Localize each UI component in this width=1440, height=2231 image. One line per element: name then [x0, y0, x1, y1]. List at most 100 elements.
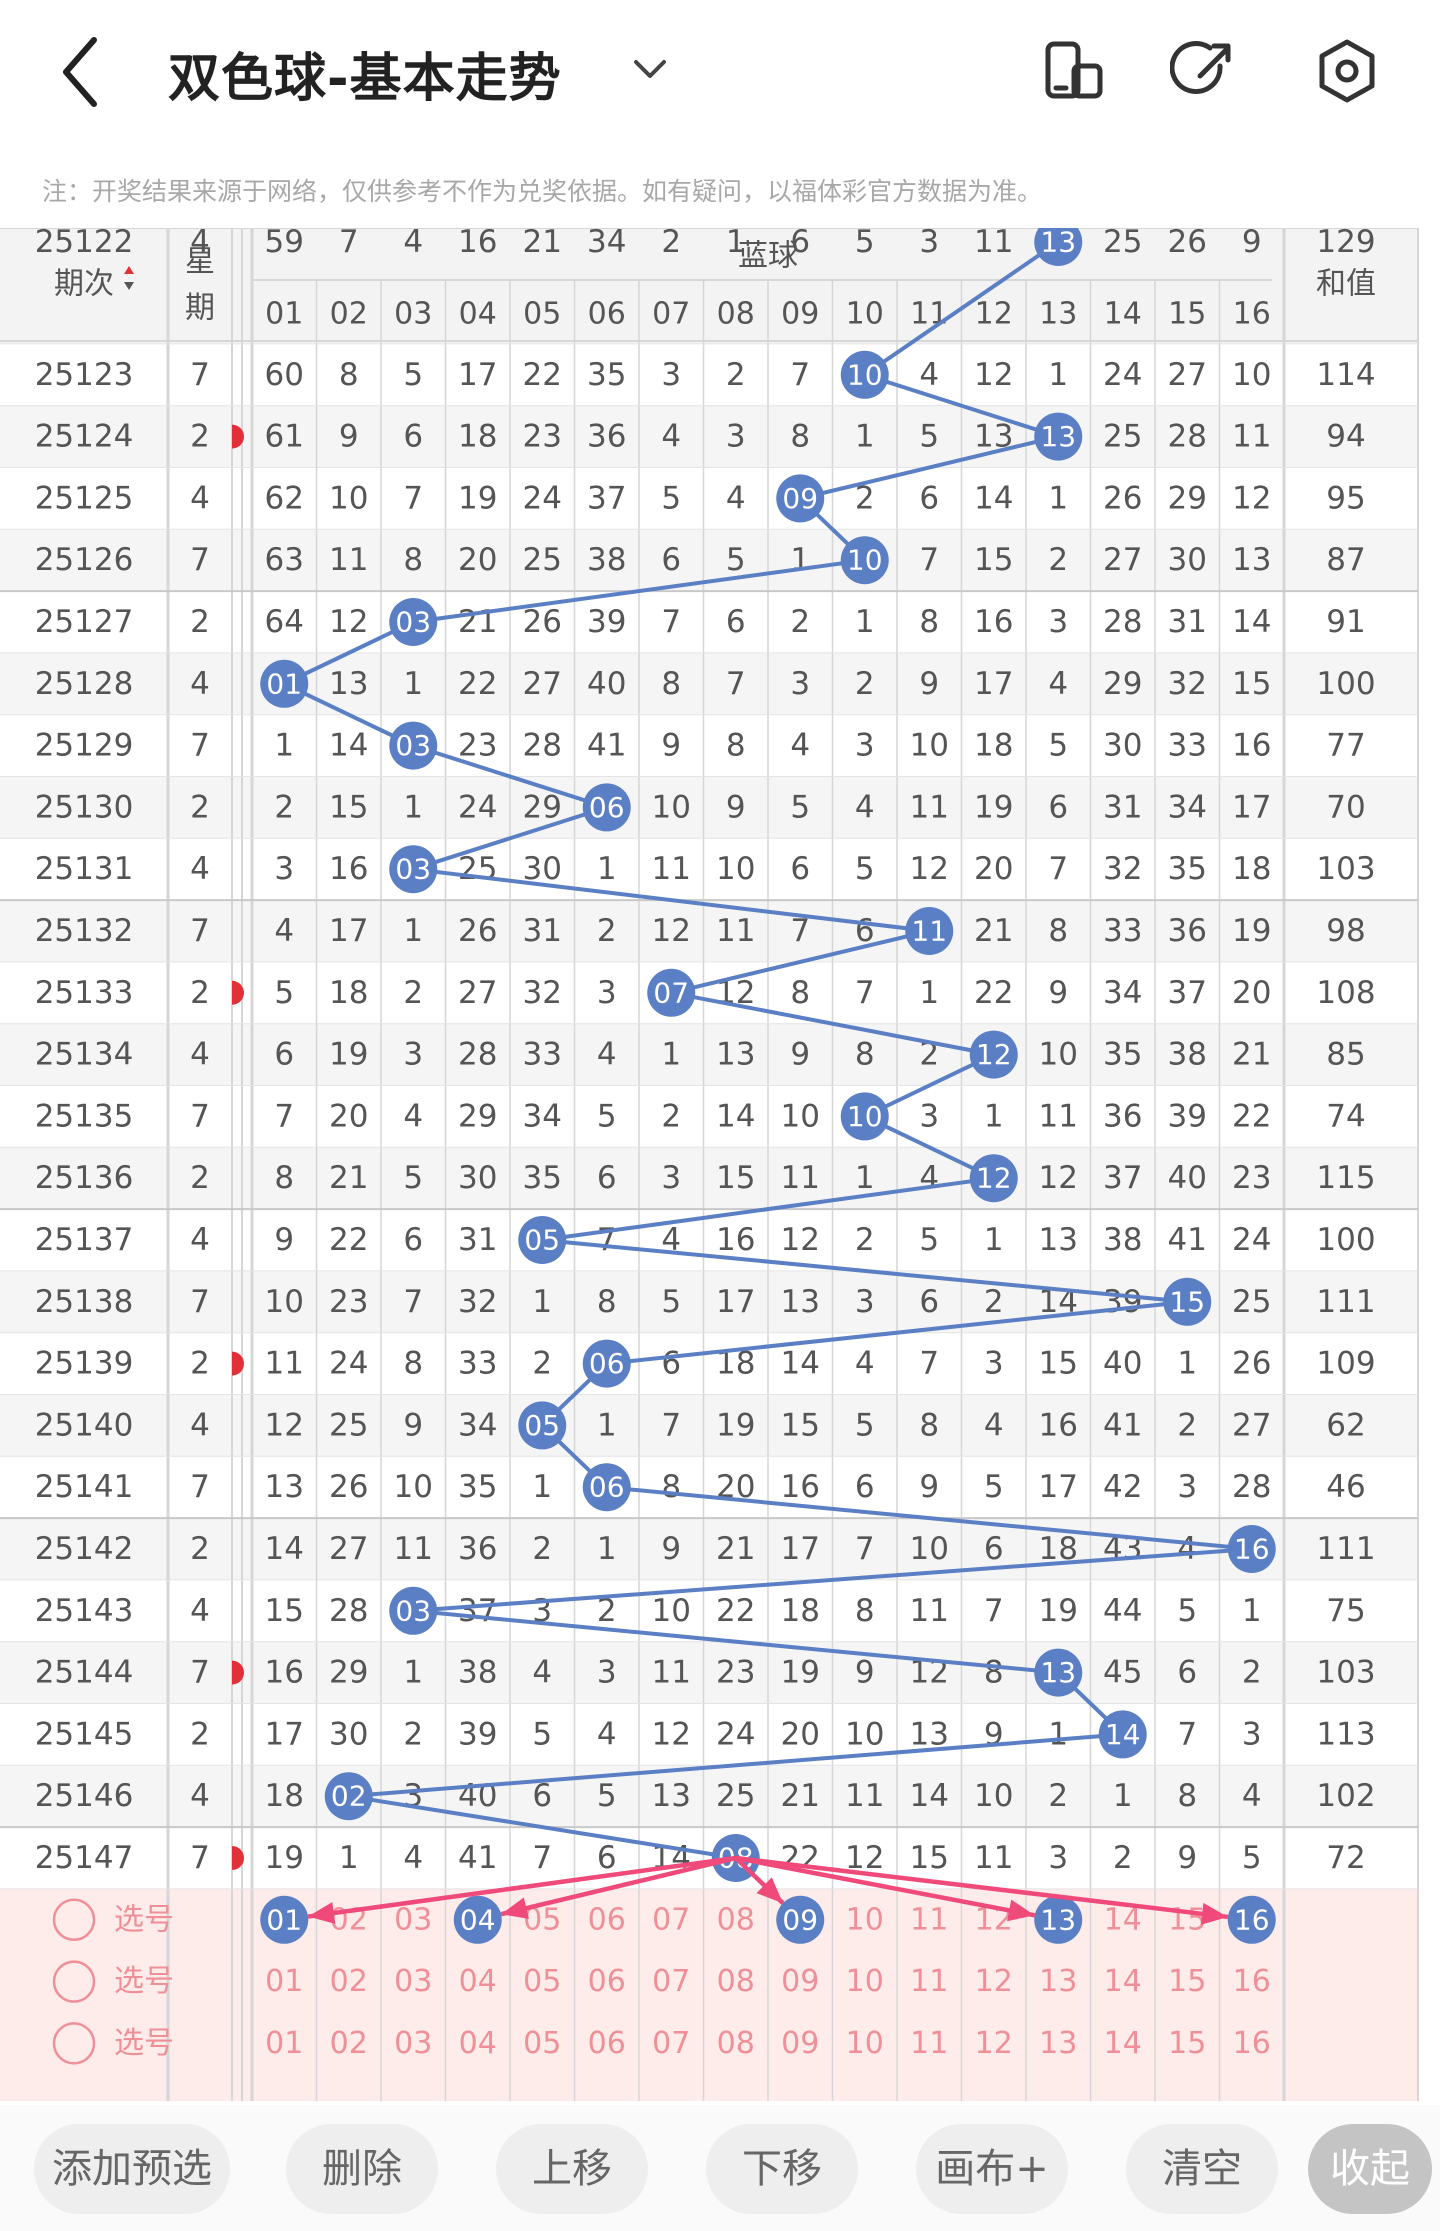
table-row-sum: 109	[1316, 1346, 1375, 1382]
table-cell: 6	[1177, 1655, 1197, 1691]
pick-number[interactable]: 09	[782, 1903, 818, 1936]
pick-number[interactable]: 15	[1168, 1964, 1206, 1999]
table-cell: 7	[790, 357, 810, 393]
pick-row-label[interactable]: 选号	[114, 1902, 174, 1937]
pick-number[interactable]: 11	[910, 1964, 948, 1999]
table-row-bg	[0, 1765, 1418, 1828]
pick-number[interactable]: 08	[717, 1964, 755, 1999]
pick-row-radio[interactable]	[52, 1960, 96, 2003]
pick-number[interactable]: 15	[1168, 2026, 1206, 2061]
selected-ball[interactable]	[260, 1895, 309, 1944]
col-header-weekday-top: 星	[185, 245, 215, 280]
add-preselect-button[interactable]: 添加预选	[34, 2124, 230, 2214]
pick-row-label[interactable]: 选号	[114, 2026, 174, 2061]
table-cell: 8	[597, 1284, 617, 1320]
pick-number[interactable]: 12	[975, 1964, 1013, 1999]
pick-number[interactable]: 01	[265, 2026, 303, 2061]
move-down-button[interactable]: 下移	[706, 2124, 858, 2214]
pick-number[interactable]: 11	[910, 2026, 948, 2061]
table-cell: 3	[661, 357, 681, 393]
table-row-weekday: 7	[190, 1840, 210, 1876]
table-cell: 17	[1039, 1469, 1078, 1505]
pick-number[interactable]: 02	[330, 1964, 368, 1999]
move-up-button[interactable]: 上移	[496, 2124, 648, 2214]
sort-up-icon[interactable]	[124, 266, 134, 274]
pick-arrow-head	[756, 1877, 783, 1904]
pick-number[interactable]: 03	[394, 1964, 432, 1999]
sort-down-icon[interactable]	[124, 282, 134, 290]
table-cell: 1	[1113, 1778, 1133, 1814]
table-cell: 9	[274, 1222, 294, 1258]
table-row-weekday: 7	[190, 1469, 210, 1505]
share-icon[interactable]	[1170, 36, 1240, 106]
blue-ball	[840, 536, 889, 585]
pick-number[interactable]: 06	[588, 1964, 626, 1999]
blue-ball	[1034, 1648, 1083, 1697]
pick-number[interactable]: 05	[523, 1964, 561, 1999]
blue-ball-number: 06	[589, 1471, 625, 1504]
pick-number[interactable]: 04	[460, 1903, 496, 1936]
back-arrow-icon[interactable]	[52, 32, 112, 112]
table-cell: 23	[716, 1655, 755, 1691]
selected-ball[interactable]	[1227, 1895, 1276, 1944]
pick-number[interactable]: 05	[523, 2026, 561, 2061]
chevron-down-icon[interactable]	[630, 50, 670, 90]
pick-number[interactable]: 03	[394, 2026, 432, 2061]
pick-number[interactable]: 03	[394, 1902, 432, 1937]
pick-number[interactable]: 13	[1040, 1903, 1076, 1936]
canvas-plus-button[interactable]: 画布+	[916, 2124, 1068, 2214]
pick-number[interactable]: 08	[717, 1902, 755, 1937]
table-cell: 4	[984, 1407, 1004, 1443]
pick-number[interactable]: 10	[846, 1902, 884, 1937]
table-cell: 4	[597, 1716, 617, 1752]
table-cell: 1	[597, 1407, 617, 1443]
blue-ball-number: 03	[395, 853, 431, 886]
selected-ball[interactable]	[1034, 1895, 1083, 1944]
pick-row-radio[interactable]	[52, 1898, 96, 1942]
pick-number[interactable]: 14	[1104, 2026, 1142, 2061]
pick-number[interactable]: 14	[1104, 1964, 1142, 1999]
pick-number[interactable]: 04	[459, 2026, 497, 2061]
screen-rotate-icon[interactable]	[1038, 36, 1108, 106]
pick-number[interactable]: 08	[717, 2026, 755, 2061]
pick-number[interactable]: 12	[975, 2026, 1013, 2061]
delete-button[interactable]: 删除	[286, 2124, 438, 2214]
pick-number[interactable]: 07	[652, 1902, 690, 1937]
table-cell: 28	[523, 728, 562, 764]
table-cell: 39	[587, 604, 626, 640]
pick-number[interactable]: 01	[266, 1903, 302, 1936]
table-cell: 4	[1177, 1531, 1197, 1567]
pick-number[interactable]: 16	[1234, 1903, 1270, 1936]
pick-number[interactable]: 13	[1039, 1964, 1077, 1999]
pick-number[interactable]: 15	[1168, 1902, 1206, 1937]
selected-ball[interactable]	[453, 1895, 502, 1944]
table-row-sum: 102	[1316, 1778, 1375, 1814]
pick-number[interactable]: 02	[330, 2026, 368, 2061]
selected-ball[interactable]	[776, 1895, 825, 1944]
pick-number[interactable]: 16	[1233, 1964, 1271, 1999]
pick-number[interactable]: 11	[910, 1902, 948, 1937]
pick-number[interactable]: 09	[781, 1964, 819, 1999]
settings-icon[interactable]	[1312, 36, 1382, 106]
pick-number[interactable]: 04	[459, 1964, 497, 1999]
pick-number[interactable]: 06	[588, 1902, 626, 1937]
table-row-issue: 25134	[35, 1037, 134, 1073]
pick-number[interactable]: 16	[1233, 2026, 1271, 2061]
col-header-issue[interactable]: 期次	[54, 267, 114, 302]
pick-number[interactable]: 01	[265, 1964, 303, 1999]
pick-number[interactable]: 10	[846, 1964, 884, 1999]
pick-number[interactable]: 07	[652, 2026, 690, 2061]
pick-row-radio[interactable]	[52, 2022, 96, 2065]
collapse-button[interactable]: 收起	[1308, 2124, 1432, 2214]
pick-row-label[interactable]: 选号	[114, 1964, 174, 1999]
pick-number[interactable]: 10	[846, 2026, 884, 2061]
table-cell: 5	[597, 1778, 617, 1814]
pick-number[interactable]: 09	[781, 2026, 819, 2061]
table-cell: 11	[910, 789, 949, 825]
clear-button[interactable]: 清空	[1126, 2124, 1278, 2214]
pick-number[interactable]: 07	[652, 1964, 690, 1999]
pick-number[interactable]: 06	[588, 2026, 626, 2061]
table-row-weekday: 7	[190, 542, 210, 578]
pick-number[interactable]: 13	[1039, 2026, 1077, 2061]
table-cell: 4	[532, 1655, 552, 1691]
